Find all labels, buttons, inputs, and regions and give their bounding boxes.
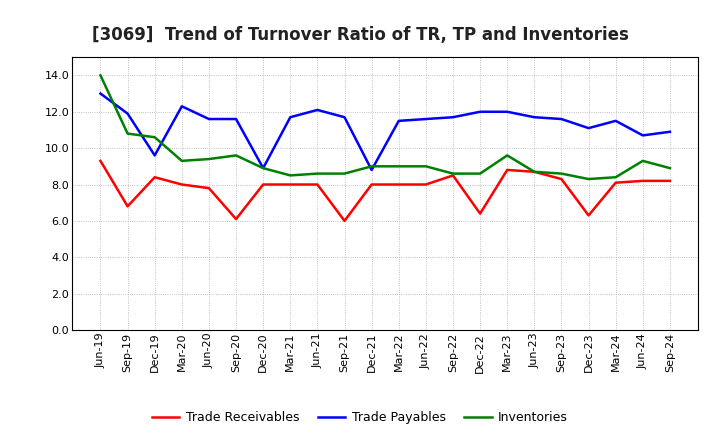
Trade Receivables [421, 182, 430, 187]
Trade Payables [449, 114, 457, 120]
Trade Receivables [259, 182, 268, 187]
Trade Payables [611, 118, 620, 124]
Trade Receivables [530, 169, 539, 174]
Text: [3069]  Trend of Turnover Ratio of TR, TP and Inventories: [3069] Trend of Turnover Ratio of TR, TP… [91, 26, 629, 44]
Inventories [123, 131, 132, 136]
Trade Receivables [150, 175, 159, 180]
Trade Payables [96, 91, 105, 96]
Trade Payables [665, 129, 674, 134]
Trade Payables [367, 167, 376, 172]
Trade Payables [503, 109, 511, 114]
Inventories [150, 135, 159, 140]
Trade Payables [395, 118, 403, 124]
Inventories [665, 165, 674, 171]
Inventories [96, 73, 105, 78]
Inventories [611, 175, 620, 180]
Inventories [286, 173, 294, 178]
Trade Receivables [449, 173, 457, 178]
Inventories [341, 171, 349, 176]
Inventories [178, 158, 186, 164]
Trade Payables [123, 111, 132, 116]
Line: Inventories: Inventories [101, 75, 670, 179]
Trade Payables [178, 104, 186, 109]
Trade Payables [313, 107, 322, 113]
Trade Receivables [503, 167, 511, 172]
Trade Payables [557, 117, 566, 122]
Inventories [259, 165, 268, 171]
Trade Receivables [96, 158, 105, 164]
Trade Payables [530, 114, 539, 120]
Trade Receivables [665, 178, 674, 183]
Inventories [367, 164, 376, 169]
Inventories [204, 156, 213, 161]
Trade Receivables [232, 216, 240, 222]
Trade Payables [421, 117, 430, 122]
Trade Receivables [476, 211, 485, 216]
Trade Receivables [204, 186, 213, 191]
Trade Receivables [313, 182, 322, 187]
Inventories [503, 153, 511, 158]
Inventories [530, 169, 539, 174]
Inventories [584, 176, 593, 182]
Trade Payables [286, 114, 294, 120]
Line: Trade Payables: Trade Payables [101, 94, 670, 170]
Inventories [476, 171, 485, 176]
Trade Receivables [123, 204, 132, 209]
Trade Receivables [557, 176, 566, 182]
Trade Receivables [395, 182, 403, 187]
Trade Receivables [639, 178, 647, 183]
Inventories [232, 153, 240, 158]
Trade Payables [204, 117, 213, 122]
Trade Receivables [341, 218, 349, 224]
Inventories [313, 171, 322, 176]
Inventories [395, 164, 403, 169]
Trade Payables [232, 117, 240, 122]
Inventories [557, 171, 566, 176]
Inventories [449, 171, 457, 176]
Trade Payables [639, 133, 647, 138]
Trade Receivables [367, 182, 376, 187]
Trade Receivables [611, 180, 620, 185]
Trade Payables [259, 165, 268, 171]
Trade Payables [150, 153, 159, 158]
Inventories [421, 164, 430, 169]
Trade Receivables [178, 182, 186, 187]
Trade Payables [341, 114, 349, 120]
Trade Receivables [584, 213, 593, 218]
Trade Payables [584, 125, 593, 131]
Inventories [639, 158, 647, 164]
Trade Receivables [286, 182, 294, 187]
Line: Trade Receivables: Trade Receivables [101, 161, 670, 221]
Trade Payables [476, 109, 485, 114]
Legend: Trade Receivables, Trade Payables, Inventories: Trade Receivables, Trade Payables, Inven… [147, 407, 573, 429]
